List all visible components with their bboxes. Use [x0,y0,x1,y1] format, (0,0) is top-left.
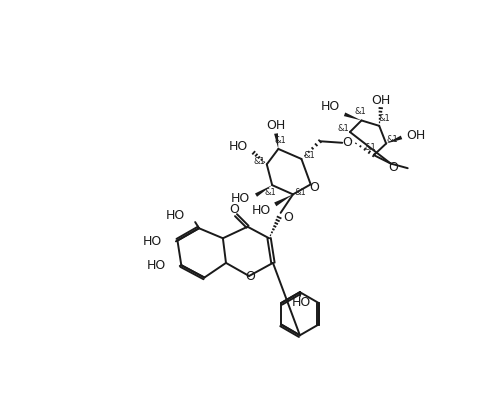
Text: HO: HO [230,192,250,205]
Polygon shape [274,195,293,206]
Text: OH: OH [406,129,425,142]
Text: OH: OH [371,94,390,107]
Text: O: O [284,211,294,224]
Text: OH: OH [266,119,286,132]
Text: HO: HO [166,210,185,223]
Text: &1: &1 [337,125,349,133]
Polygon shape [274,133,278,149]
Text: &1: &1 [303,151,315,160]
Text: HO: HO [228,140,247,153]
Text: O: O [246,270,256,283]
Polygon shape [344,112,362,120]
Polygon shape [255,185,272,197]
Text: &1: &1 [294,188,306,197]
Text: HO: HO [321,100,340,113]
Text: HO: HO [251,204,271,217]
Text: HO: HO [147,260,166,272]
Text: &1: &1 [354,107,366,116]
Text: O: O [229,203,240,216]
Text: &1: &1 [379,114,390,123]
Text: &1: &1 [265,188,277,197]
Text: &1: &1 [253,157,265,166]
Text: O: O [309,181,319,194]
Text: O: O [388,161,398,174]
Text: HO: HO [143,235,162,248]
Text: &1: &1 [274,136,286,145]
Text: &1: &1 [364,143,376,152]
Polygon shape [386,136,402,144]
Text: O: O [342,136,352,149]
Text: &1: &1 [386,135,398,144]
Text: HO: HO [292,295,311,309]
